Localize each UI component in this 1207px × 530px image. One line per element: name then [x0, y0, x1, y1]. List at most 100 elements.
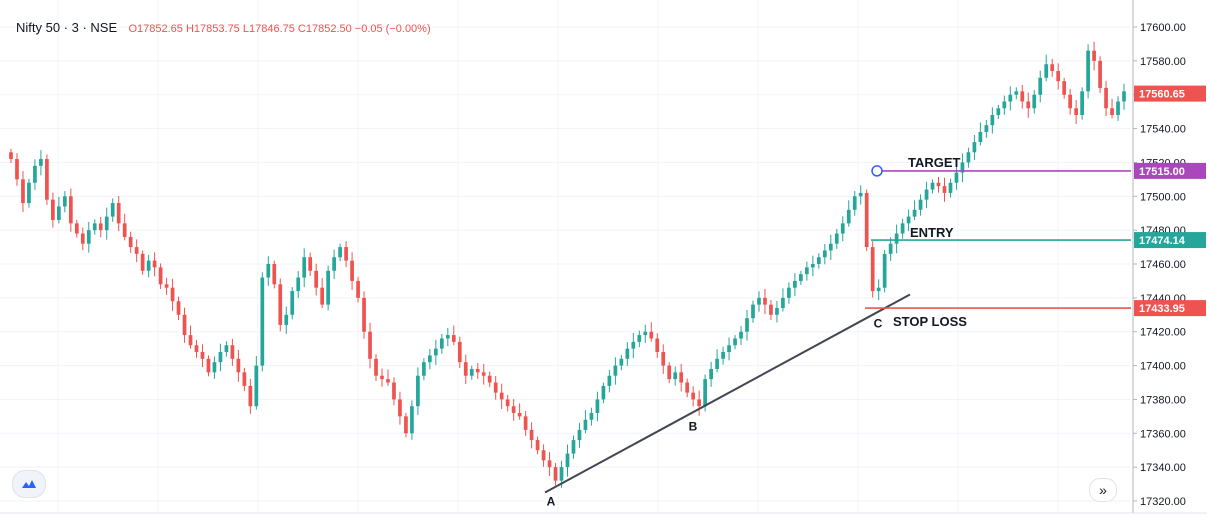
candle-body — [260, 277, 265, 366]
candle-body — [667, 365, 672, 380]
level-price-tag — [1134, 162, 1206, 179]
candle-body — [787, 287, 791, 298]
candle-body — [134, 247, 139, 254]
candle-body — [984, 125, 989, 132]
candle-body — [661, 352, 666, 366]
candle-body — [691, 392, 696, 400]
candle-body — [320, 287, 325, 305]
candle-body — [212, 362, 217, 373]
candle-body — [793, 280, 797, 288]
candle-body — [80, 233, 85, 244]
y-axis-tick-label: 17500.00 — [1140, 191, 1186, 203]
candle-body — [158, 267, 163, 285]
candle-body — [296, 277, 301, 292]
candle-body — [164, 284, 169, 288]
candle-body — [1026, 101, 1031, 109]
y-axis-tick-label: 17360.00 — [1140, 428, 1186, 440]
y-axis-tick-label: 17320.00 — [1140, 496, 1186, 508]
candle-body — [1086, 50, 1090, 92]
candle-body — [852, 196, 857, 210]
candle-body — [912, 209, 917, 217]
candle-body — [386, 379, 390, 383]
candle-body — [39, 159, 43, 166]
candle-body — [679, 372, 684, 383]
candle-body — [308, 257, 313, 271]
candle-body — [685, 382, 690, 393]
candle-body — [272, 264, 277, 285]
candle-body — [888, 243, 893, 254]
candle-body — [410, 406, 414, 434]
candle-body — [1038, 77, 1043, 95]
candle-body — [86, 230, 91, 244]
candle-body — [248, 385, 253, 407]
candle-body — [1068, 94, 1073, 109]
candle-body — [972, 142, 977, 153]
candle-body — [290, 291, 295, 315]
candle-body — [900, 223, 905, 234]
candle-body — [469, 368, 474, 376]
candle-body — [745, 318, 749, 332]
candle-body — [906, 216, 911, 224]
candle-body — [577, 429, 582, 441]
candle-body — [655, 338, 660, 353]
candle-body — [422, 362, 426, 376]
candle-body — [1050, 64, 1055, 72]
candle-body — [703, 379, 707, 407]
candle-body — [416, 375, 420, 407]
candle-body — [176, 301, 181, 315]
candle-body — [637, 335, 642, 342]
level-price-tag — [1134, 232, 1206, 249]
y-axis-tick-label: 17340.00 — [1140, 462, 1186, 474]
candle-body — [62, 196, 67, 207]
candle-body — [781, 297, 785, 309]
candle-body — [27, 182, 31, 204]
candle-body — [487, 375, 492, 383]
candle-body — [1110, 108, 1114, 116]
candle-body — [882, 253, 887, 288]
candle-body — [110, 203, 115, 217]
candle-body — [649, 331, 654, 339]
y-axis-tick-label: 17380.00 — [1140, 394, 1186, 406]
candle-body — [757, 297, 761, 305]
candle-body — [439, 338, 444, 349]
candle-body — [1020, 91, 1025, 102]
candle-body — [924, 189, 929, 200]
candle-body — [721, 352, 725, 359]
candle-body — [1104, 87, 1108, 109]
candle-body — [21, 179, 25, 204]
candle-body — [368, 331, 372, 359]
candle-body — [607, 375, 612, 386]
candle-body — [948, 182, 953, 193]
scroll-to-realtime-button[interactable]: » — [1089, 478, 1117, 502]
candle-body — [15, 159, 19, 180]
candle-body — [68, 196, 73, 224]
candle-body — [188, 335, 193, 346]
candle-body — [33, 165, 37, 183]
candle-body — [92, 223, 97, 231]
candle-body — [559, 467, 564, 481]
candle-body — [625, 348, 630, 359]
candle-body — [541, 450, 546, 461]
candle-body — [1056, 71, 1061, 82]
candle-body — [350, 260, 354, 281]
candle-body — [45, 159, 49, 200]
level-text-label: TARGET — [908, 155, 961, 170]
y-axis-tick-label: 17420.00 — [1140, 327, 1186, 339]
candle-body — [769, 304, 773, 315]
candle-body — [51, 199, 55, 220]
symbol-label: Nifty 50 · 3 · NSE — [16, 20, 118, 35]
y-axis-tick-label: 17460.00 — [1140, 259, 1186, 271]
candle-body — [894, 233, 899, 244]
candle-body — [236, 358, 241, 373]
candle-body — [822, 250, 827, 258]
tradingview-logo-icon[interactable] — [12, 470, 46, 498]
candle-body — [763, 297, 767, 305]
candle-body — [1008, 94, 1013, 102]
point-label-a: A — [547, 495, 556, 509]
candle-body — [218, 352, 223, 363]
candle-body — [194, 345, 199, 353]
candle-body — [930, 182, 935, 190]
candle-body — [1080, 91, 1084, 116]
